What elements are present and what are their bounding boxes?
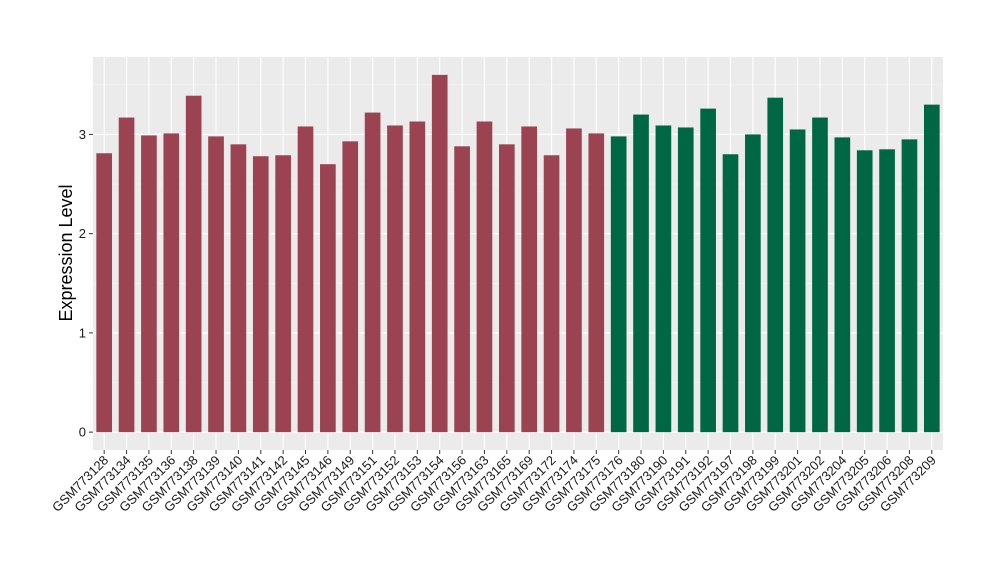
bar [834, 137, 851, 433]
bar [879, 149, 895, 433]
bar [566, 128, 582, 433]
y-tick-label: 2 [79, 226, 86, 241]
bar [498, 144, 515, 433]
bar [901, 139, 918, 433]
bar [655, 125, 672, 433]
x-axis: GSM773128GSM773134GSM773135GSM773136GSM7… [49, 450, 939, 515]
bar [364, 112, 381, 433]
bar [923, 104, 940, 433]
bar [230, 144, 247, 433]
bar [767, 97, 784, 433]
bars [96, 74, 940, 433]
bar [677, 127, 694, 433]
bar [789, 129, 806, 433]
bar [208, 136, 224, 433]
bar [342, 141, 359, 433]
bar [431, 74, 448, 433]
y-tick-label: 3 [79, 127, 86, 142]
y-tick-label: 1 [79, 325, 86, 340]
bar [275, 155, 291, 433]
bar [812, 117, 828, 433]
bar [633, 114, 649, 433]
bar [118, 117, 135, 433]
bar [141, 135, 157, 433]
bar [297, 126, 314, 433]
bar [409, 121, 426, 433]
bar [96, 153, 113, 433]
bar [543, 155, 560, 433]
bar [856, 150, 873, 433]
bar [163, 133, 180, 433]
bar [387, 125, 403, 433]
bar [454, 146, 470, 433]
bar [320, 164, 336, 433]
y-tick-label: 0 [79, 425, 86, 440]
bar [588, 133, 605, 433]
y-axis: 0 1 2 3 [79, 127, 93, 440]
bar [745, 134, 761, 433]
bar [185, 95, 202, 433]
bar [722, 154, 739, 433]
bar [252, 156, 269, 433]
bar [700, 108, 716, 433]
bar [476, 121, 493, 433]
bar [521, 126, 538, 433]
y-axis-title: Expression Level [56, 184, 76, 321]
bar [610, 136, 627, 433]
